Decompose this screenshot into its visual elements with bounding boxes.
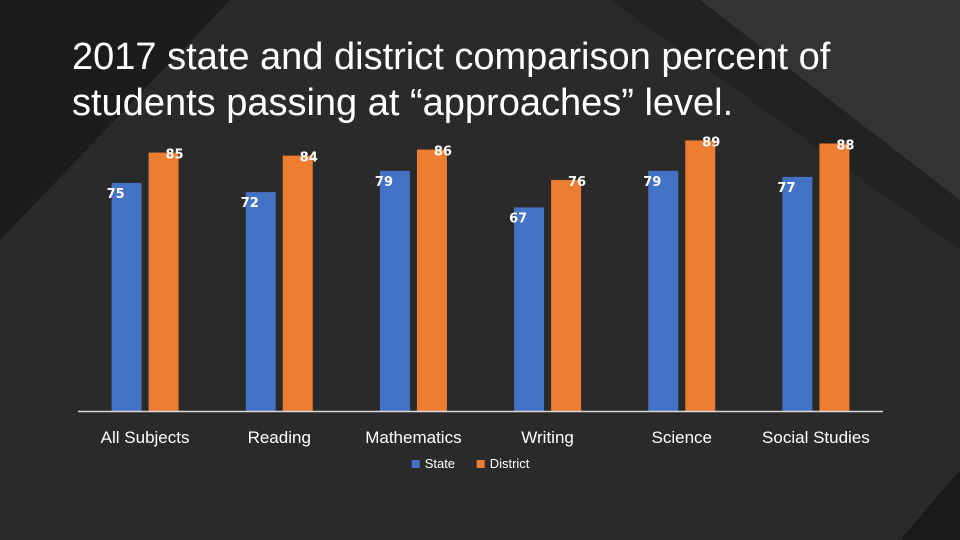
category-label-5: Science — [652, 428, 712, 447]
data-label-state-5: 79 — [643, 175, 661, 190]
bar-state-4 — [514, 207, 545, 411]
bar-district-1 — [148, 152, 179, 411]
category-label-3: Mathematics — [365, 428, 461, 447]
data-label-state-3: 79 — [375, 175, 393, 190]
bar-district-4 — [551, 179, 582, 411]
category-label-2: Reading — [248, 428, 311, 447]
data-label-state-1: 75 — [107, 187, 125, 202]
bar-district-3 — [416, 149, 447, 411]
background-stripe — [700, 0, 960, 200]
legend-swatch-state — [411, 460, 420, 468]
background-corner — [900, 470, 960, 540]
bar-district-6 — [819, 143, 850, 412]
legend-label-state: State — [425, 456, 455, 471]
data-label-state-6: 77 — [777, 181, 795, 196]
data-label-state-4: 67 — [509, 211, 527, 226]
bar-state-3 — [379, 170, 410, 411]
data-label-district-5: 89 — [702, 135, 720, 150]
data-label-state-2: 72 — [241, 196, 259, 211]
data-label-district-6: 88 — [836, 138, 854, 153]
background-panel-dark — [0, 0, 230, 240]
legend-swatch-district — [476, 460, 485, 468]
data-label-district-4: 76 — [568, 175, 586, 190]
slide-title: 2017 state and district comparison perce… — [72, 36, 831, 124]
data-label-district-3: 86 — [434, 145, 452, 160]
legend-label-district: District — [490, 456, 530, 471]
category-label-6: Social Studies — [762, 428, 870, 447]
bar-state-1 — [111, 183, 142, 411]
category-label-1: All Subjects — [101, 428, 190, 447]
data-label-district-2: 84 — [300, 151, 318, 166]
bar-district-2 — [282, 155, 313, 411]
bar-state-5 — [648, 170, 679, 411]
bar-state-2 — [245, 192, 276, 411]
category-label-4: Writing — [521, 428, 574, 447]
data-label-district-1: 85 — [165, 148, 183, 163]
bar-district-5 — [685, 140, 716, 411]
bar-state-6 — [782, 176, 813, 411]
